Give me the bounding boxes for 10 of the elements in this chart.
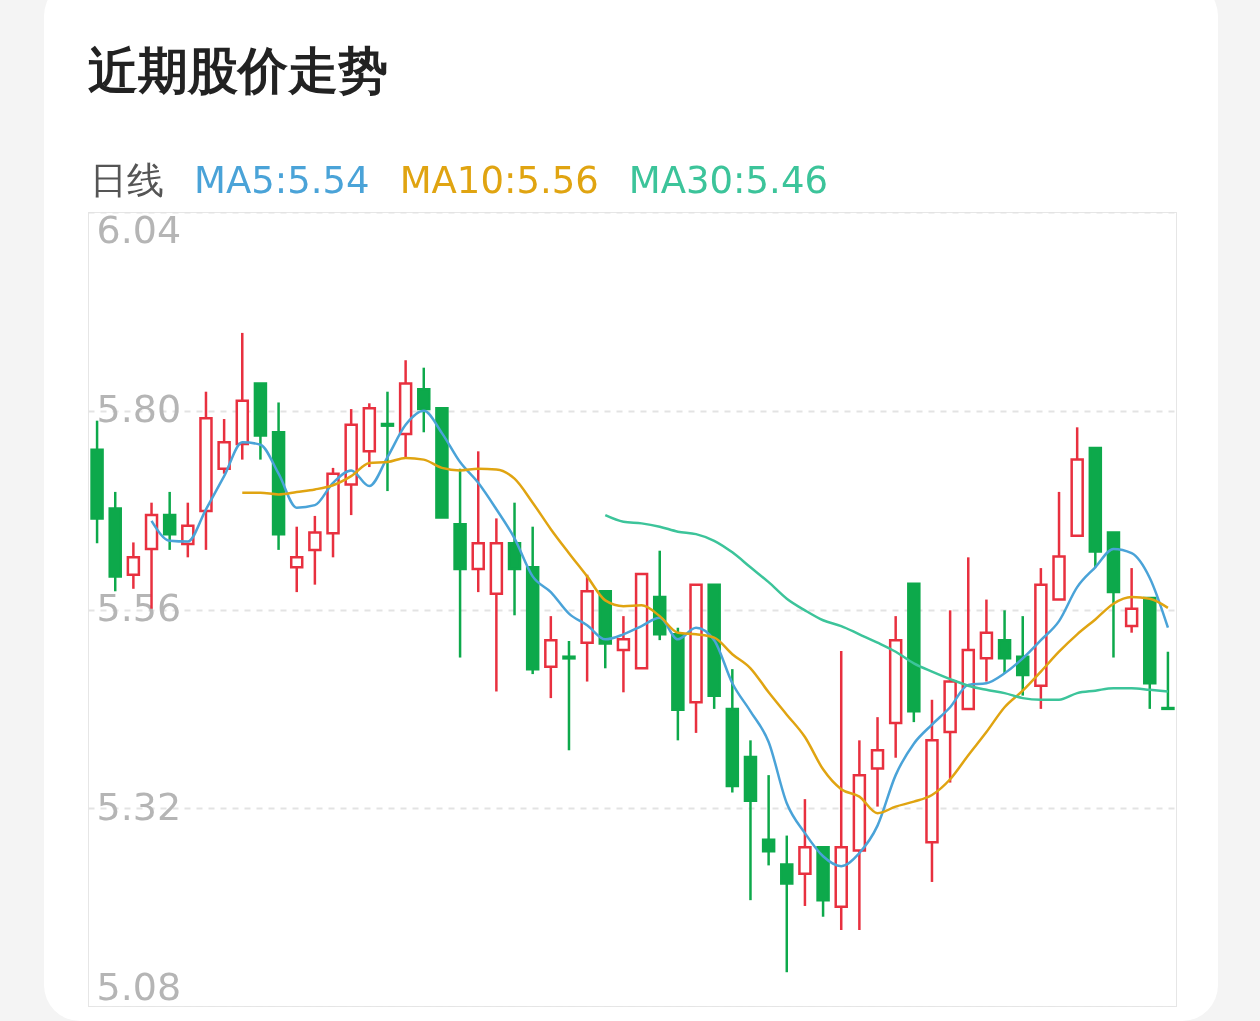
y-tick-label: 5.08 <box>96 964 182 1009</box>
text: MA30:5.46 <box>628 159 828 202</box>
chart-title: 近期股价走势 <box>88 41 388 102</box>
y-tick-label: 6.04 <box>96 207 182 252</box>
y-tick-label: 5.56 <box>96 586 182 630</box>
y-tick-label: 5.80 <box>96 387 182 432</box>
text: MA10:5.56 <box>399 159 599 202</box>
text: MA5:5.54 <box>194 159 370 202</box>
y-tick-label: 5.32 <box>96 784 182 829</box>
legend-title: 日线 <box>90 159 164 202</box>
